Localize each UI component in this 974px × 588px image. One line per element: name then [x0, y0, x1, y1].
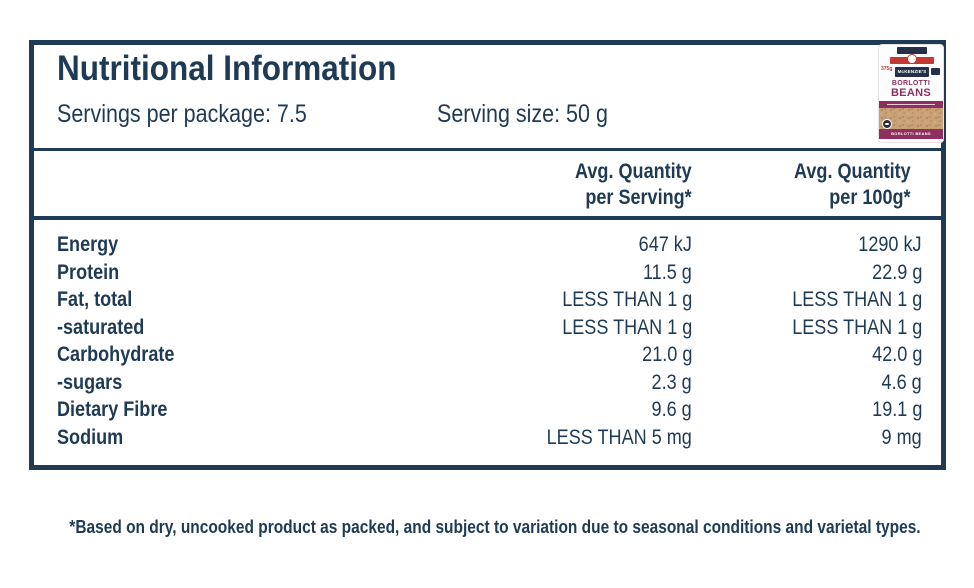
bag-mid-band: [879, 101, 943, 108]
value-per-serving: 647 kJ: [638, 233, 692, 256]
nutrition-panel: Nutritional Information Servings per pac…: [29, 40, 946, 470]
value-per-serving: LESS THAN 5 mg: [546, 425, 692, 449]
bag-product-name-line2: BEANS: [890, 87, 931, 99]
value-per-serving: LESS THAN 1 g: [561, 288, 692, 311]
row-label: Protein: [57, 260, 120, 284]
bag-beans-window: [879, 108, 943, 129]
serving-size-label: Serving size: 50 g: [437, 100, 608, 128]
bag-logo-circle-icon: [907, 54, 917, 64]
footnote: *Based on dry, uncooked product as packe…: [69, 517, 921, 537]
value-per-serving: LESS THAN 1 g: [561, 315, 692, 339]
row-label: -sugars: [57, 370, 123, 394]
value-per-serving: 21.0 g: [641, 343, 692, 366]
row-label: Carbohydrate: [57, 343, 175, 366]
bag-side-badge: [931, 68, 940, 75]
nutrition-table-body: Energy 647 kJ 1290 kJ Protein 11.5 g 22.…: [34, 220, 941, 451]
value-per-100g: 22.9 g: [871, 260, 922, 284]
value-per-100g: 1290 kJ: [858, 233, 922, 256]
bag-product-name-line1: BORLOTTI: [891, 80, 931, 87]
row-label: Energy: [57, 233, 119, 256]
bag-top-seal: [897, 47, 927, 54]
panel-header-section: Nutritional Information Servings per pac…: [34, 45, 941, 151]
bag-bottom-band-label: BORLOTTI BEANS: [879, 129, 943, 139]
row-label: Dietary Fibre: [57, 398, 168, 421]
panel-title-text: Nutritional Information: [57, 49, 397, 88]
value-per-serving: 2.3 g: [651, 370, 692, 394]
value-per-serving: 9.6 g: [651, 398, 692, 421]
header-per-100g: Avg. Quantity per 100g*: [794, 160, 911, 209]
value-per-100g: LESS THAN 1 g: [791, 288, 922, 311]
value-per-100g: 9 mg: [881, 425, 922, 449]
servings-per-package-label: Servings per package: 7.5: [57, 100, 307, 128]
header-spacer: [34, 151, 442, 216]
bag-brand-label: McKENZIE'S: [895, 67, 929, 77]
bag-weight-label: 375g: [881, 66, 893, 72]
value-per-100g: 42.0 g: [871, 343, 922, 366]
value-per-serving: 11.5 g: [643, 260, 692, 284]
table-header-row: Avg. Quantity per Serving* Avg. Quantity…: [34, 151, 941, 220]
panel-title: Nutritional Information: [57, 47, 434, 91]
product-image-borlotti-beans: 375g McKENZIE'S BORLOTTI BEANS BORLOTTI …: [878, 44, 944, 143]
value-per-100g: 4.6 g: [881, 370, 922, 394]
value-per-100g: 19.1 g: [871, 398, 922, 421]
value-per-100g: LESS THAN 1 g: [791, 315, 922, 339]
row-label: Fat, total: [57, 288, 133, 311]
row-label: Sodium: [57, 425, 124, 449]
bag-certification-icon: [882, 119, 892, 129]
row-label: -saturated: [57, 315, 145, 339]
header-per-serving: Avg. Quantity per Serving*: [575, 160, 692, 209]
